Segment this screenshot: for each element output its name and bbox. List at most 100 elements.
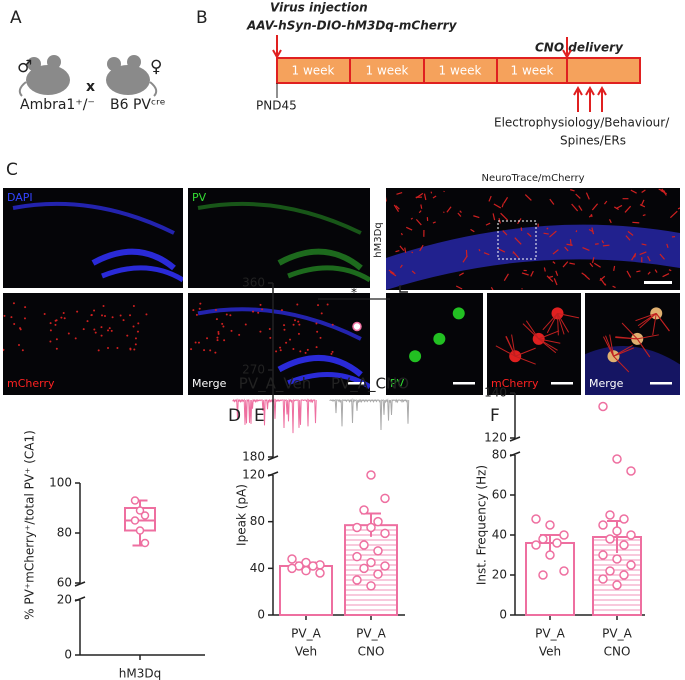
cell bbox=[137, 322, 140, 325]
cell bbox=[217, 330, 220, 333]
fiber bbox=[666, 243, 669, 248]
fiber bbox=[420, 204, 423, 209]
cell bbox=[100, 326, 103, 329]
process bbox=[546, 313, 558, 334]
cell bbox=[221, 322, 224, 325]
data-point bbox=[612, 454, 622, 464]
y-tick-label: 140 bbox=[484, 386, 507, 400]
strain: Ambra1⁺/⁻ bbox=[20, 97, 95, 113]
fiber bbox=[575, 193, 581, 199]
cell bbox=[63, 317, 66, 320]
fiber bbox=[399, 245, 405, 252]
y-tick-label: 360 bbox=[242, 276, 265, 290]
fiber bbox=[639, 204, 646, 208]
cell bbox=[223, 339, 226, 342]
cell bbox=[102, 304, 105, 307]
cell bbox=[280, 309, 283, 312]
cell bbox=[269, 336, 272, 339]
data-point bbox=[352, 551, 362, 562]
sex-symbol: ♂ bbox=[17, 57, 32, 77]
cell bbox=[122, 319, 125, 322]
cell bbox=[194, 341, 197, 344]
fiber bbox=[612, 285, 616, 289]
process bbox=[613, 347, 635, 357]
readout: Electrophysiology/Behaviour/ bbox=[494, 116, 670, 130]
fiber bbox=[647, 271, 651, 275]
fiber bbox=[599, 275, 606, 282]
timeline bbox=[272, 35, 641, 112]
x-tick-label: PV_A bbox=[535, 627, 565, 641]
cell bbox=[90, 314, 93, 317]
fiber bbox=[423, 193, 427, 201]
cell bbox=[283, 324, 286, 327]
fiber bbox=[636, 270, 641, 273]
fiber bbox=[625, 235, 631, 241]
process bbox=[613, 355, 630, 373]
data-point bbox=[135, 526, 145, 535]
data-point bbox=[619, 570, 629, 580]
data-point bbox=[619, 540, 629, 550]
cell bbox=[292, 323, 295, 326]
y-tick-label: 80 bbox=[492, 448, 507, 462]
fiber bbox=[543, 267, 546, 272]
fiber bbox=[492, 213, 496, 221]
y-tick-label: 60 bbox=[492, 488, 507, 502]
fiber bbox=[419, 244, 424, 252]
y-tick-label: 0 bbox=[257, 608, 265, 622]
fiber bbox=[411, 270, 416, 275]
fiber bbox=[498, 248, 506, 253]
strain: B6 PVᶜʳᵉ bbox=[110, 97, 166, 113]
fiber bbox=[630, 189, 637, 194]
cell bbox=[316, 330, 319, 333]
cell bbox=[10, 316, 13, 319]
fiber bbox=[613, 206, 619, 211]
fiber bbox=[512, 251, 520, 259]
data-point bbox=[352, 575, 362, 585]
process bbox=[655, 313, 670, 332]
cell bbox=[119, 314, 122, 317]
fiber bbox=[490, 286, 494, 290]
cell bbox=[225, 313, 228, 316]
cell bbox=[55, 347, 58, 350]
fiber bbox=[478, 248, 481, 252]
annotation: AAV-hSyn-DIO-hM3Dq-mCherry bbox=[246, 19, 458, 33]
cell bbox=[292, 348, 295, 351]
cell bbox=[216, 336, 219, 339]
cell bbox=[409, 350, 422, 363]
y-tick-label: 0 bbox=[499, 608, 507, 622]
fiber bbox=[415, 218, 422, 226]
stain-label: DAPI bbox=[7, 191, 33, 204]
hippocampus bbox=[91, 248, 176, 271]
cell bbox=[110, 329, 113, 332]
data-point bbox=[130, 496, 140, 505]
cell bbox=[82, 328, 85, 331]
process bbox=[515, 355, 536, 365]
cell bbox=[229, 314, 232, 317]
process bbox=[557, 313, 559, 336]
fiber bbox=[677, 207, 680, 210]
mouse bbox=[18, 55, 70, 97]
panel-label: C bbox=[6, 160, 18, 180]
cell bbox=[257, 311, 260, 314]
hippocampus bbox=[287, 265, 370, 283]
micrograph bbox=[3, 293, 183, 395]
significance: * bbox=[351, 286, 357, 300]
fiber bbox=[503, 273, 509, 281]
process bbox=[621, 322, 638, 340]
fiber bbox=[604, 283, 607, 286]
cell bbox=[76, 310, 79, 313]
data-point bbox=[373, 569, 383, 579]
roi bbox=[497, 220, 537, 260]
y-tick-label: 80 bbox=[250, 514, 265, 528]
layer bbox=[386, 224, 680, 290]
scale-bar bbox=[650, 382, 672, 385]
data-point bbox=[552, 538, 562, 548]
micrograph-content bbox=[495, 307, 580, 385]
stain-label: PV bbox=[390, 377, 405, 390]
cell bbox=[214, 351, 217, 354]
week-label: 1 week bbox=[511, 64, 554, 78]
cell bbox=[145, 313, 148, 316]
process bbox=[522, 323, 540, 340]
cell bbox=[192, 309, 195, 312]
